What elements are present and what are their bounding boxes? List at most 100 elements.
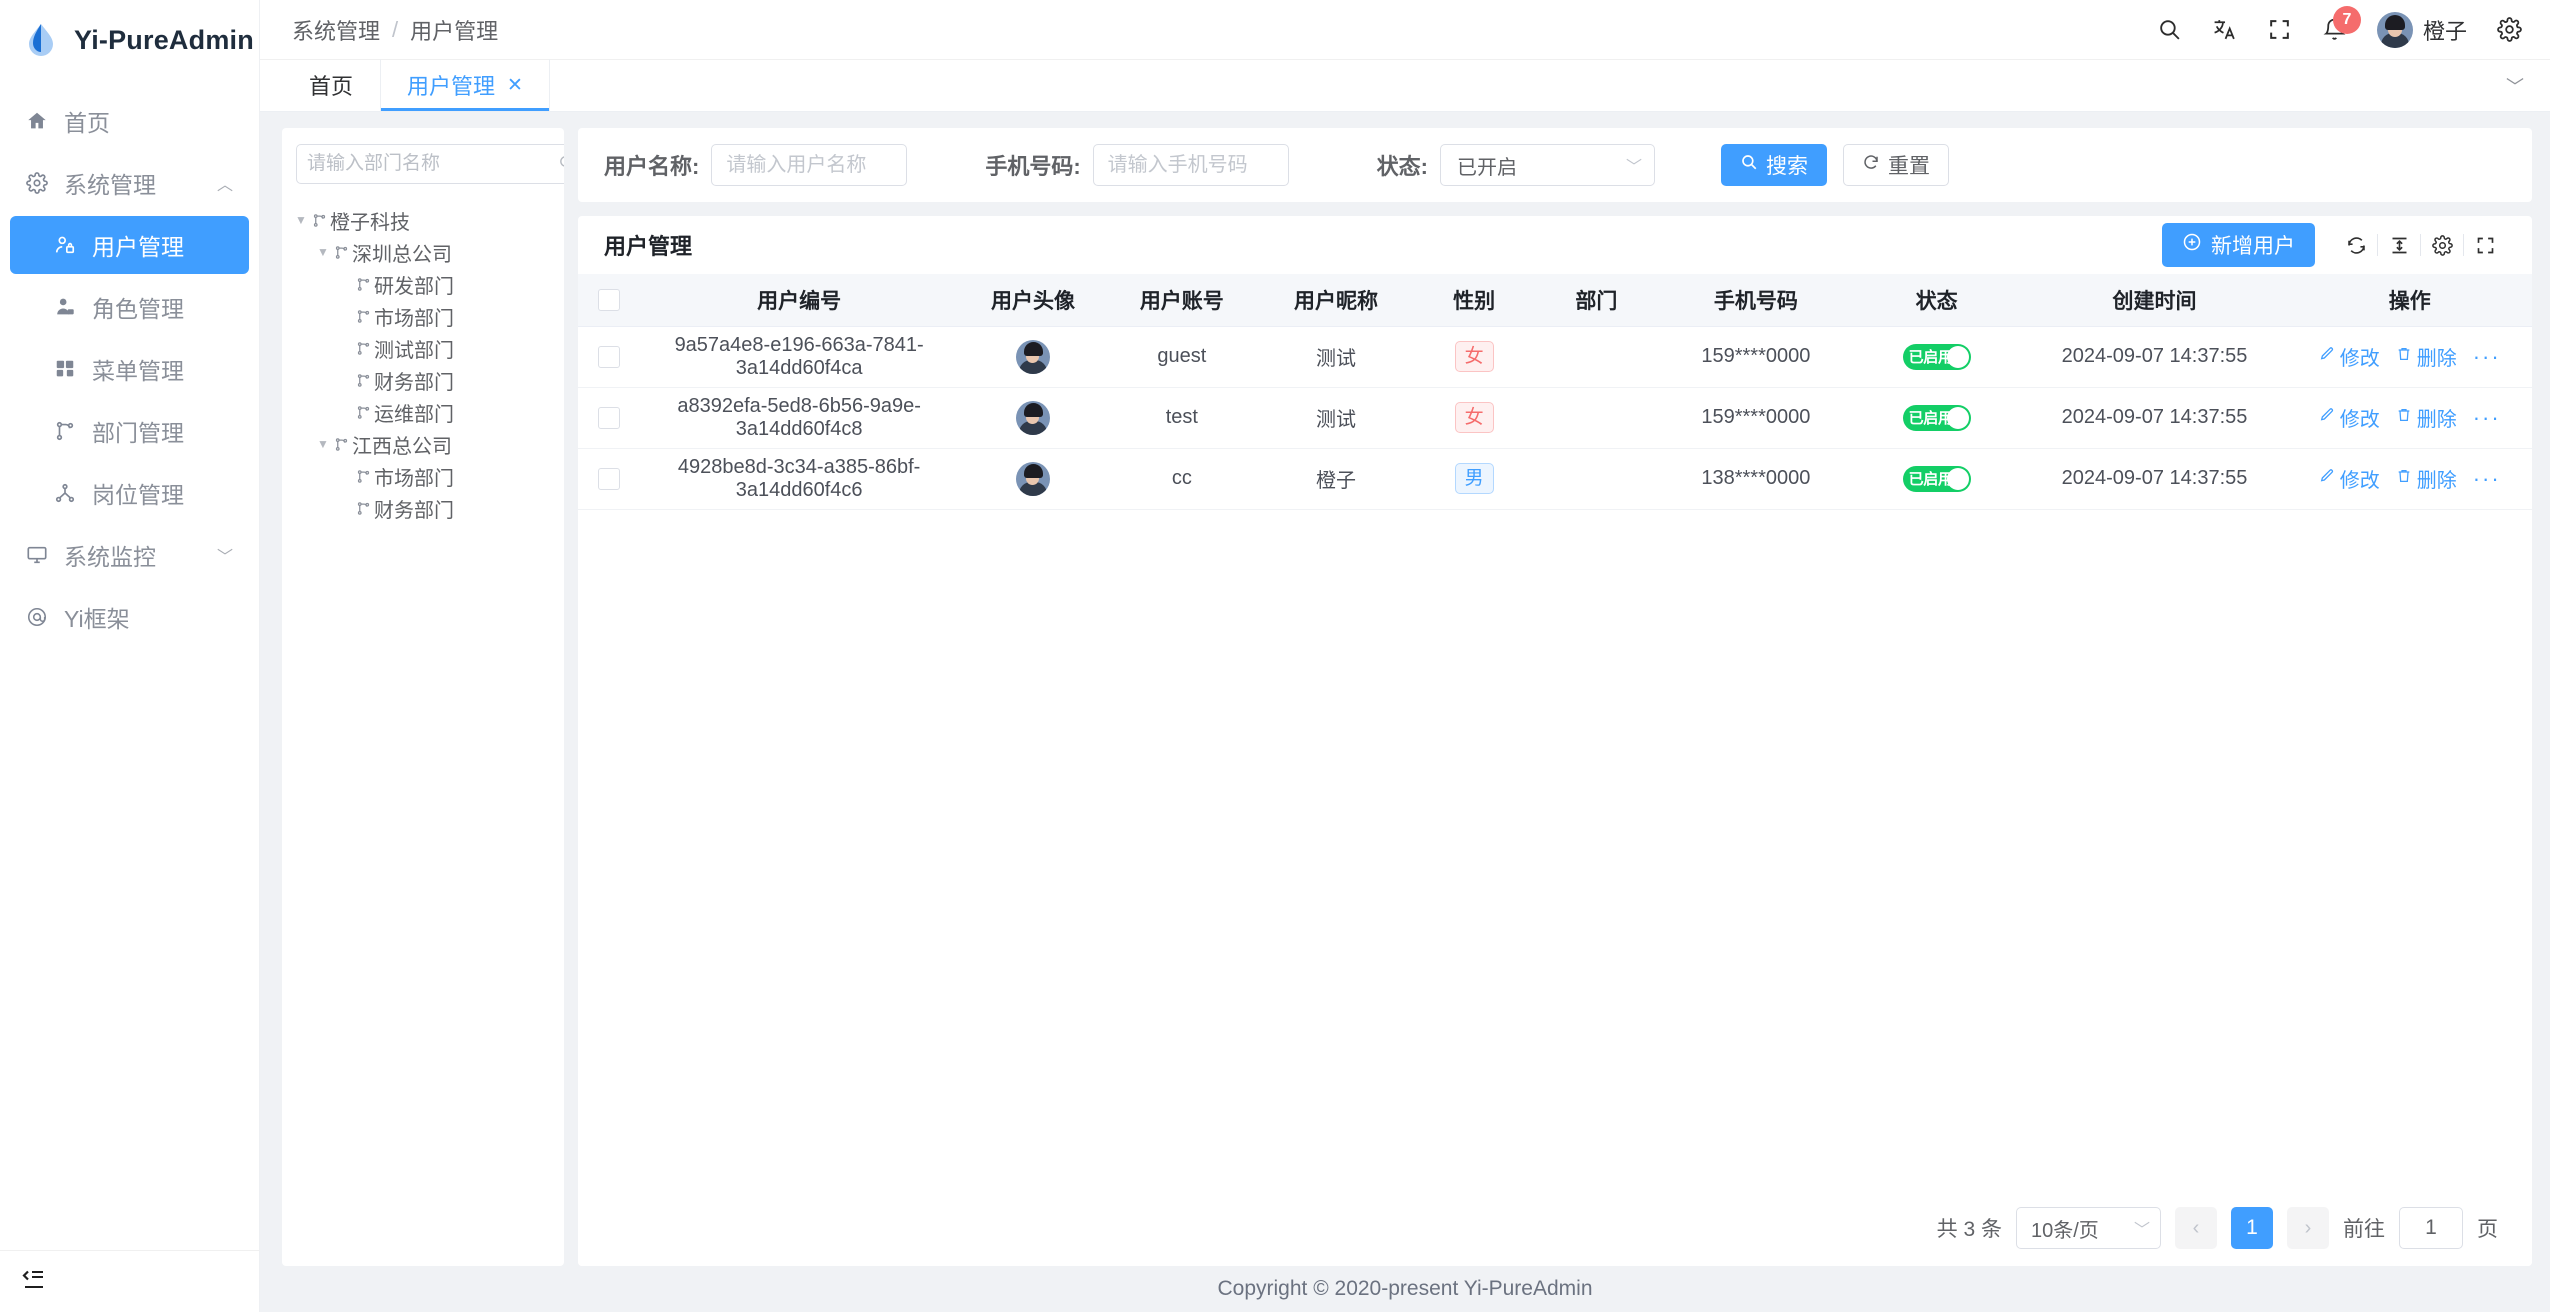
avatar [1015,339,1050,374]
pencil-icon [2319,406,2335,429]
table-row[interactable]: a8392efa-5ed8-6b56-9a9e-3a14dd60f4c8 tes… [578,387,2532,449]
search-icon[interactable] [558,151,564,177]
sidebar-item-home[interactable]: 首页 [10,92,249,150]
sidebar-item-system[interactable]: 系统管理 ︿ [10,154,249,212]
tree-node[interactable]: 市场部门 [282,300,564,332]
app-logo[interactable]: Yi-PureAdmin [0,0,259,80]
username-input[interactable] [726,153,893,177]
caret-down-icon[interactable]: ▼ [317,245,329,259]
sidebar-item-menu-management[interactable]: 菜单管理 [10,340,249,398]
page-number-1[interactable]: 1 [2231,1207,2273,1249]
translate-icon[interactable] [2212,17,2237,42]
status-toggle[interactable]: 已启用 [1902,343,1971,370]
cell-gender: 女 [1415,387,1533,449]
edit-button[interactable]: 修改 [2319,464,2380,493]
menu-collapse-icon[interactable] [22,1268,46,1296]
cell-gender: 男 [1415,448,1533,510]
tree-node[interactable]: 运维部门 [282,396,564,428]
tab-label: 首页 [309,74,354,99]
delete-button[interactable]: 删除 [2396,403,2457,432]
edit-button[interactable]: 修改 [2319,342,2380,371]
tree-node[interactable]: ▼ 橙子科技 [282,204,564,236]
tree-node[interactable]: ▼ 深圳总公司 [282,236,564,268]
row-checkbox[interactable] [597,467,620,490]
tree-node[interactable]: 研发部门 [282,268,564,300]
select-all-checkbox[interactable] [597,289,620,312]
phone-input[interactable] [1107,153,1274,177]
cell-created: 2024-09-07 14:37:55 [2021,326,2288,388]
refresh-icon [1862,153,1880,177]
status-select[interactable]: 已开启 ﹀ [1439,144,1655,186]
tab-home[interactable]: 首页 [282,59,380,111]
notification-badge: 7 [2332,6,2361,34]
pencil-icon [2319,467,2335,490]
cell-avatar [958,448,1108,510]
jump-page-input[interactable] [2400,1216,2462,1240]
reset-button[interactable]: 重置 [1842,144,1949,186]
tree-node-label: 江西总公司 [352,435,452,458]
density-icon[interactable] [2378,228,2420,262]
prev-page-button[interactable]: ‹ [2175,1207,2217,1249]
tree-node[interactable]: 测试部门 [282,332,564,364]
table-body: 9a57a4e8-e196-663a-7841-3a14dd60f4ca gue… [578,326,2532,510]
at-icon [26,606,56,628]
next-page-button[interactable]: › [2287,1207,2329,1249]
column-dept: 部门 [1532,274,1661,327]
cell-operations: 修改 删除 ··· [2287,448,2532,510]
filter-bar: 用户名称: 手机号码: 状态: 已开启 ﹀ [578,128,2532,202]
settings-gear-icon[interactable] [2421,228,2463,262]
edit-button[interactable]: 修改 [2319,403,2380,432]
more-options-icon[interactable]: ··· [2472,465,2501,491]
status-label: 已启用 [1908,471,1953,488]
fullscreen-icon[interactable] [2267,17,2292,42]
sidebar-item-user-management[interactable]: 用户管理 [10,216,249,274]
jump-input-wrap[interactable] [2399,1207,2463,1249]
sidebar-item-dept-management[interactable]: 部门管理 [10,402,249,460]
sidebar-item-role-management[interactable]: 角色管理 [10,278,249,336]
dept-search-box[interactable] [296,144,564,184]
username-input-wrap[interactable] [711,144,908,186]
status-toggle[interactable]: 已启用 [1902,465,1971,492]
search-button[interactable]: 搜索 [1720,144,1827,186]
caret-down-icon[interactable]: ▼ [295,213,307,227]
sidebar-item-monitor[interactable]: 系统监控 ﹀ [10,526,249,584]
bell-icon[interactable]: 7 [2322,6,2361,42]
close-icon[interactable]: ✕ [507,74,523,96]
row-checkbox[interactable] [597,406,620,429]
page-size-select[interactable]: 10条/页 ﹀ [2016,1207,2161,1249]
settings-gear-icon[interactable] [2497,17,2522,42]
table-empty-space [578,509,2532,1190]
column-user-id: 用户编号 [639,274,959,327]
more-options-icon[interactable]: ··· [2472,404,2501,430]
caret-down-icon[interactable]: ▼ [317,437,329,451]
status-toggle[interactable]: 已启用 [1902,404,1971,431]
refresh-icon[interactable] [2335,228,2377,262]
delete-button[interactable]: 删除 [2396,464,2457,493]
search-icon[interactable] [2157,17,2182,42]
dept-search-input[interactable] [307,153,552,175]
avatar [2376,11,2413,48]
cell-account: guest [1107,326,1257,388]
tree-node[interactable]: ▼ 江西总公司 [282,428,564,460]
phone-input-wrap[interactable] [1092,144,1289,186]
delete-button[interactable]: 删除 [2396,342,2457,371]
org-branch-icon [334,437,349,452]
row-checkbox[interactable] [597,345,620,368]
trash-icon [2396,345,2412,368]
cell-operations: 修改 删除 ··· [2287,326,2532,388]
tree-node[interactable]: 市场部门 [282,460,564,492]
tree-node[interactable]: 财务部门 [282,364,564,396]
user-menu[interactable]: 橙子 [2376,11,2467,48]
breadcrumb-item-parent[interactable]: 系统管理 [292,18,381,44]
tree-node[interactable]: 财务部门 [282,492,564,524]
sidebar-item-post-management[interactable]: 岗位管理 [10,464,249,522]
tab-user-management[interactable]: 用户管理 ✕ [380,59,550,111]
table-row[interactable]: 9a57a4e8-e196-663a-7841-3a14dd60f4ca gue… [578,326,2532,388]
fullscreen-icon[interactable] [2464,228,2506,262]
chevron-down-icon[interactable]: ﹀ [2506,76,2524,97]
table-row[interactable]: 4928be8d-3c34-a385-86bf-3a14dd60f4c6 cc … [578,448,2532,510]
add-user-button[interactable]: 新增用户 [2162,223,2315,267]
more-options-icon[interactable]: ··· [2472,343,2501,369]
sidebar-item-yi-framework[interactable]: Yi框架 [10,588,249,646]
sidebar-collapse-bar[interactable] [0,1250,259,1312]
